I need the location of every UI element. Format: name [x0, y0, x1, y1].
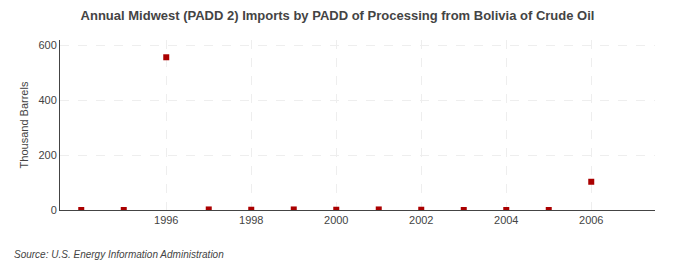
svg-text:0: 0: [51, 204, 57, 216]
svg-text:1998: 1998: [239, 214, 263, 226]
svg-text:Thousand Barrels: Thousand Barrels: [18, 81, 30, 168]
svg-text:2002: 2002: [409, 214, 433, 226]
svg-text:400: 400: [38, 94, 56, 106]
svg-text:2000: 2000: [324, 214, 348, 226]
svg-text:1996: 1996: [154, 214, 178, 226]
svg-text:Source: U.S. Energy Informatio: Source: U.S. Energy Information Administ…: [14, 249, 224, 260]
svg-text:Annual Midwest (PADD 2) Import: Annual Midwest (PADD 2) Imports by PADD …: [81, 8, 595, 23]
svg-text:200: 200: [38, 149, 56, 161]
svg-text:600: 600: [38, 39, 56, 51]
svg-text:2004: 2004: [494, 214, 518, 226]
svg-text:2006: 2006: [579, 214, 603, 226]
